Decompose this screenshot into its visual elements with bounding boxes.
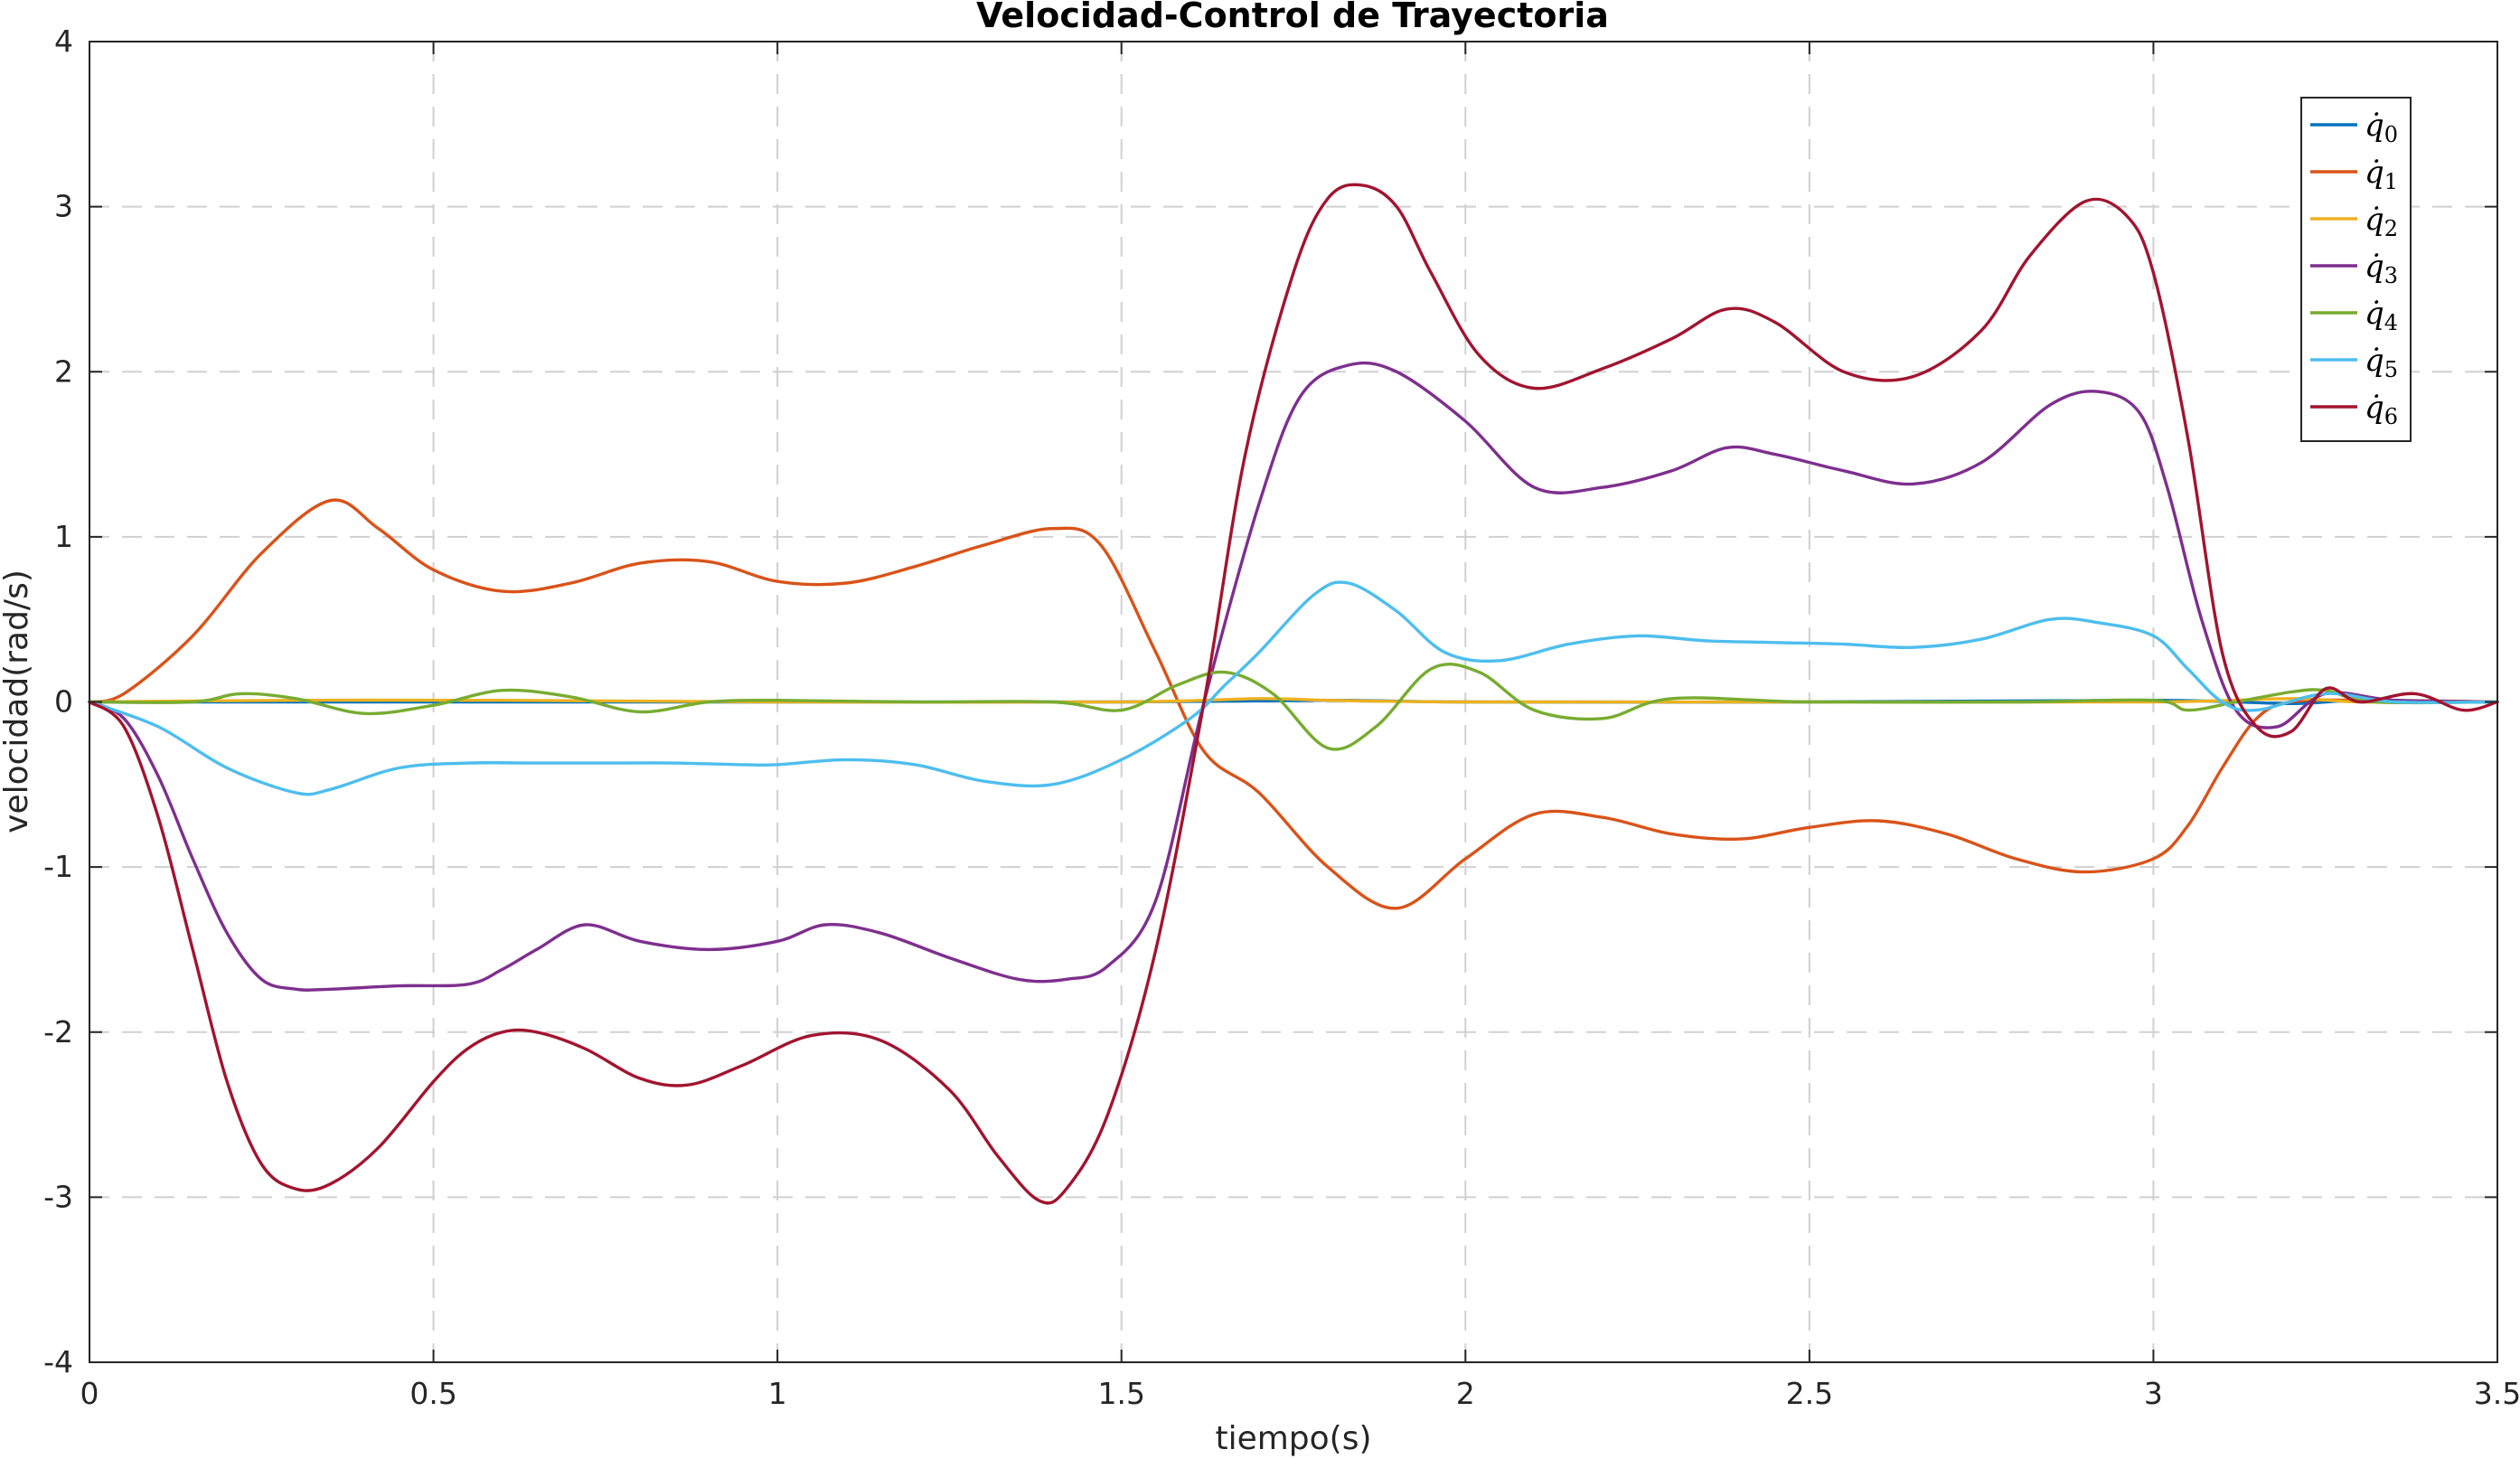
legend-label-subscript: 1 [2384, 169, 2398, 194]
x-tick-label: 2 [1456, 1376, 1475, 1411]
series-line-q1 [88, 498, 2499, 910]
legend-label-subscript: 6 [2384, 404, 2398, 429]
legend-label: q̇4 [2365, 296, 2398, 335]
legend-label: q̇1 [2365, 155, 2398, 194]
legend-label-subscript: 0 [2384, 122, 2398, 147]
legend-label: q̇6 [2365, 390, 2398, 429]
legend-label-base: q̇ [2365, 296, 2384, 332]
legend-entry-q3: q̇3 [2310, 249, 2398, 288]
series-lines [88, 183, 2499, 1205]
legend-label-base: q̇ [2365, 249, 2384, 285]
legend-label-base: q̇ [2365, 202, 2384, 238]
series-line-q5 [88, 580, 2499, 796]
x-tick-label: 1.5 [1097, 1376, 1144, 1411]
y-tick-label: 0 [54, 684, 73, 720]
x-tick-label: 1 [768, 1376, 787, 1411]
legend-label-base: q̇ [2365, 390, 2384, 426]
legend: q̇0q̇1q̇2q̇3q̇4q̇5q̇6 [2300, 97, 2412, 442]
legend-label-subscript: 5 [2384, 357, 2398, 382]
legend-label-subscript: 2 [2384, 216, 2398, 241]
y-tick-label: -3 [43, 1179, 73, 1214]
legend-label-subscript: 4 [2384, 310, 2398, 335]
y-tick-label: -2 [43, 1014, 73, 1050]
legend-box [2300, 97, 2412, 442]
legend-entry-q2: q̇2 [2310, 202, 2398, 241]
series-line-q3 [88, 361, 2499, 992]
y-axis-label: velocidad(rad/s) [0, 569, 35, 833]
x-tick-label: 3.5 [2474, 1376, 2520, 1411]
series-line-q4 [88, 663, 2499, 751]
x-axis-label: tiempo(s) [1215, 1420, 1371, 1457]
legend-entry-q6: q̇6 [2310, 390, 2398, 429]
y-tick-label: 4 [54, 24, 73, 59]
y-tick-label: -1 [43, 849, 73, 884]
x-tick-label: 3 [2144, 1376, 2163, 1411]
x-tick-label: 0 [80, 1376, 99, 1411]
y-tick-label: -4 [43, 1344, 73, 1379]
legend-entry-q4: q̇4 [2310, 296, 2398, 335]
chart-title: Velocidad-Control de Trayectoria [976, 0, 1609, 35]
axis-ticks: 0 0.5 1 1.5 2 2.5 3 3.5 -4 -3 -2 -1 0 1 2 3 4 [43, 24, 2520, 1411]
y-tick-label: 2 [54, 353, 73, 389]
y-tick-label: 3 [54, 189, 73, 224]
legend-entry-q1: q̇1 [2310, 155, 2398, 194]
legend-label-subscript: 3 [2384, 263, 2398, 288]
legend-entry-q5: q̇5 [2310, 343, 2398, 382]
series-line-q2 [88, 697, 2499, 704]
legend-label-base: q̇ [2365, 343, 2384, 379]
legend-label: q̇5 [2365, 343, 2398, 382]
x-tick-label: 2.5 [1786, 1376, 1833, 1411]
legend-entry-q0: q̇0 [2310, 108, 2398, 147]
series-line-q6 [88, 183, 2499, 1205]
y-tick-label: 1 [54, 519, 73, 554]
x-tick-label: 0.5 [409, 1376, 456, 1411]
legend-label: q̇0 [2365, 108, 2398, 147]
legend-label: q̇2 [2365, 202, 2398, 241]
legend-label-base: q̇ [2365, 108, 2384, 144]
legend-label: q̇3 [2365, 249, 2398, 288]
legend-label-base: q̇ [2365, 155, 2384, 191]
